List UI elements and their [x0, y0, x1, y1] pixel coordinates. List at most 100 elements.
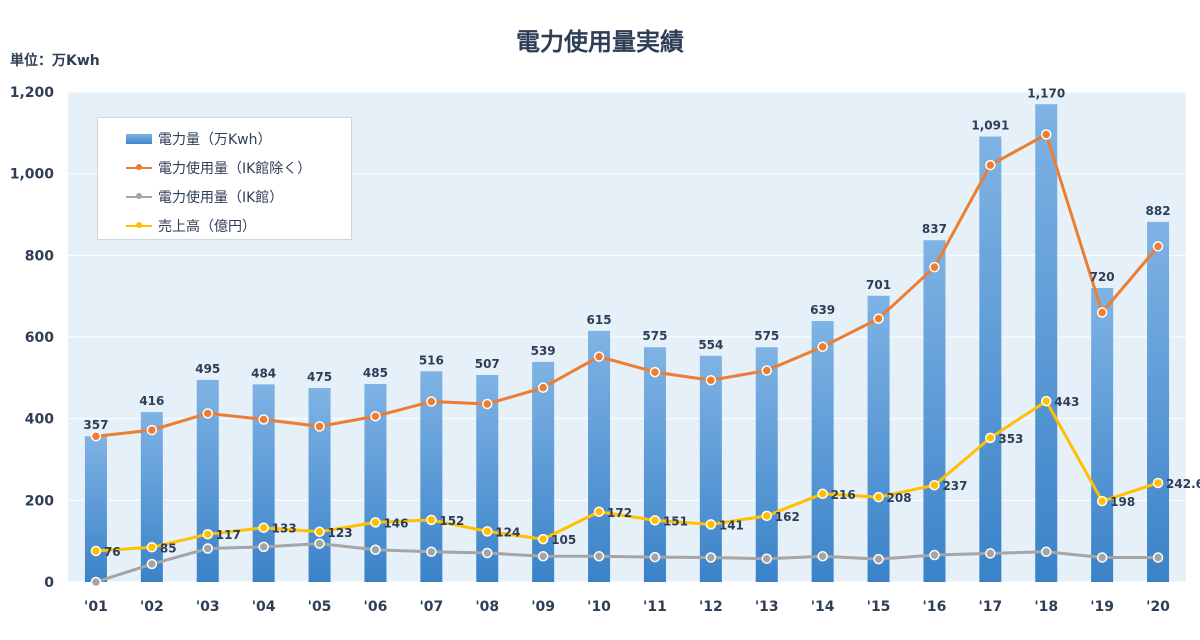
line-point: [258, 522, 269, 533]
line-point: [482, 526, 493, 537]
sales-value-label: 124: [495, 525, 520, 539]
line-point: [649, 366, 661, 378]
bar-value-label: 416: [139, 394, 164, 408]
y-axis-ticks: 0 200 400 600 800 1,000 1,200: [10, 85, 55, 591]
sales-value-label: 172: [607, 506, 632, 520]
line-point: [985, 159, 996, 171]
line-point: [1152, 477, 1164, 489]
line-point: [817, 341, 828, 353]
sales-value-label: 76: [104, 545, 121, 559]
sales-value-label: 443: [1054, 395, 1079, 409]
bar: [308, 388, 331, 582]
bar: [643, 347, 666, 582]
line-point: [202, 543, 213, 554]
x-tick-label: '05: [308, 599, 332, 615]
bar: [1147, 221, 1170, 582]
line-point: [1096, 552, 1108, 563]
sales-value-label: 198: [1110, 495, 1135, 509]
sales-value-label: 85: [160, 541, 177, 555]
bar: [364, 383, 387, 582]
y-tick-label: 0: [44, 575, 54, 591]
x-tick-label: '11: [643, 599, 667, 615]
bar-value-label: 484: [251, 366, 276, 380]
x-tick-label: '03: [196, 599, 220, 615]
bar-value-label: 575: [754, 329, 779, 343]
x-tick-label: '20: [1146, 599, 1170, 615]
line-point: [873, 553, 884, 565]
line-point: [1096, 307, 1108, 318]
line-point: [1041, 546, 1052, 558]
line-point: [1152, 241, 1164, 252]
line-point: [593, 351, 605, 362]
line-series-1: [95, 132, 1160, 438]
legend-swatch-orange: [126, 162, 152, 174]
line-point: [370, 410, 381, 422]
line-point: [1096, 495, 1108, 507]
line-point: [929, 261, 940, 273]
bar: [979, 136, 1002, 582]
line-point: [985, 432, 996, 444]
line-point: [705, 519, 717, 530]
line-point: [314, 526, 325, 538]
x-tick-label: '18: [1034, 599, 1058, 615]
y-tick-label: 400: [25, 412, 54, 428]
line-point: [929, 549, 940, 561]
line-point: [146, 542, 158, 553]
line-points: [90, 129, 1164, 588]
bar-value-label: 495: [195, 362, 220, 376]
sales-value-label: 146: [383, 516, 408, 530]
legend-label: 電力量（万Kwh）: [158, 131, 272, 148]
line-point: [873, 491, 884, 503]
sales-value-label: 237: [942, 479, 967, 493]
bar: [140, 412, 163, 582]
line-point: [370, 517, 381, 528]
data-labels: 357 416 495 484 475 485 516 507 539 615 575 554 575 6…: [83, 86, 1200, 559]
line-point: [314, 421, 325, 432]
legend-swatch-gray: [126, 191, 152, 203]
unit-label: 単位：万Kwh: [10, 53, 100, 69]
line-point: [258, 414, 269, 425]
bar: [699, 355, 722, 582]
bar: [532, 361, 555, 582]
legend-item-usage-excl: 電力使用量（IK館除く）: [126, 153, 351, 182]
line-point: [873, 313, 884, 324]
line-series-2: [95, 542, 1159, 584]
y-tick-label: 1,000: [10, 167, 55, 183]
line-point: [985, 548, 996, 559]
line-point: [146, 558, 158, 570]
line-point: [537, 551, 549, 562]
legend-swatch-yellow: [126, 220, 152, 232]
legend-label: 売上高（億円）: [158, 218, 256, 235]
x-tick-label: '01: [84, 599, 108, 615]
line-point: [202, 528, 213, 540]
line-point: [314, 538, 325, 549]
bar: [867, 295, 890, 582]
x-tick-label: '10: [587, 599, 611, 615]
sales-value-label: 208: [887, 491, 912, 505]
line-point: [705, 552, 717, 563]
bar: [252, 384, 275, 582]
line-series: [95, 132, 1160, 584]
x-tick-label: '04: [252, 599, 276, 615]
x-tick-label: '15: [867, 599, 891, 615]
bar-value-label: 882: [1146, 204, 1171, 218]
sales-value-label: 152: [439, 514, 464, 528]
legend-label: 電力使用量（IK館）: [158, 189, 284, 206]
line-point: [817, 488, 828, 500]
line-point: [593, 506, 605, 518]
line-point: [761, 365, 772, 376]
line-point: [90, 430, 102, 442]
sales-value-label: 117: [216, 528, 241, 542]
bar-value-label: 615: [587, 313, 612, 327]
bar-value-label: 720: [1090, 270, 1115, 284]
y-tick-label: 600: [25, 330, 54, 346]
bar-value-label: 357: [83, 418, 108, 432]
bar-value-label: 837: [922, 222, 947, 236]
line-point: [482, 398, 493, 410]
x-tick-label: '12: [699, 599, 723, 615]
line-point: [817, 551, 828, 562]
line-point: [258, 541, 269, 553]
bar-value-label: 485: [363, 366, 388, 380]
line-point: [482, 547, 493, 559]
